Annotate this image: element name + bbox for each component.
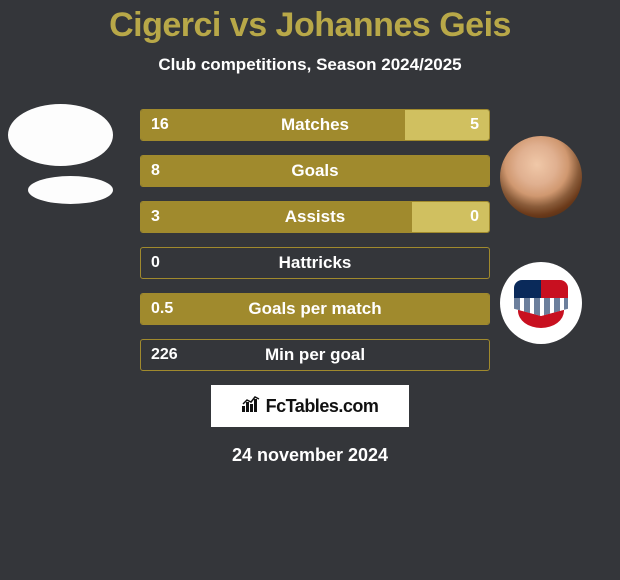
stats-bars: 165Matches 8Goals 30Assists 0Hattricks 0.5Go… — [140, 109, 490, 371]
comparison-subtitle: Club competitions, Season 2024/2025 — [0, 55, 620, 75]
comparison-date: 24 november 2024 — [0, 445, 620, 466]
stat-label: Goals — [141, 156, 489, 186]
stat-row: 0.5Goals per match — [140, 293, 490, 325]
brand-text: FcTables.com — [266, 396, 379, 417]
stat-label: Hattricks — [141, 248, 489, 278]
stat-label: Assists — [141, 202, 489, 232]
stat-label: Min per goal — [141, 340, 489, 370]
stat-label: Goals per match — [141, 294, 489, 324]
stat-row: 226Min per goal — [140, 339, 490, 371]
stat-row: 165Matches — [140, 109, 490, 141]
stat-row: 0Hattricks — [140, 247, 490, 279]
chart-icon — [242, 396, 262, 417]
brand-logo: FcTables.com — [211, 385, 409, 427]
stats-container: 165Matches 8Goals 30Assists 0Hattricks 0.5Go… — [0, 109, 620, 371]
stat-row: 8Goals — [140, 155, 490, 187]
stat-label: Matches — [141, 110, 489, 140]
comparison-title: Cigerci vs Johannes Geis — [0, 0, 620, 45]
stat-row: 30Assists — [140, 201, 490, 233]
